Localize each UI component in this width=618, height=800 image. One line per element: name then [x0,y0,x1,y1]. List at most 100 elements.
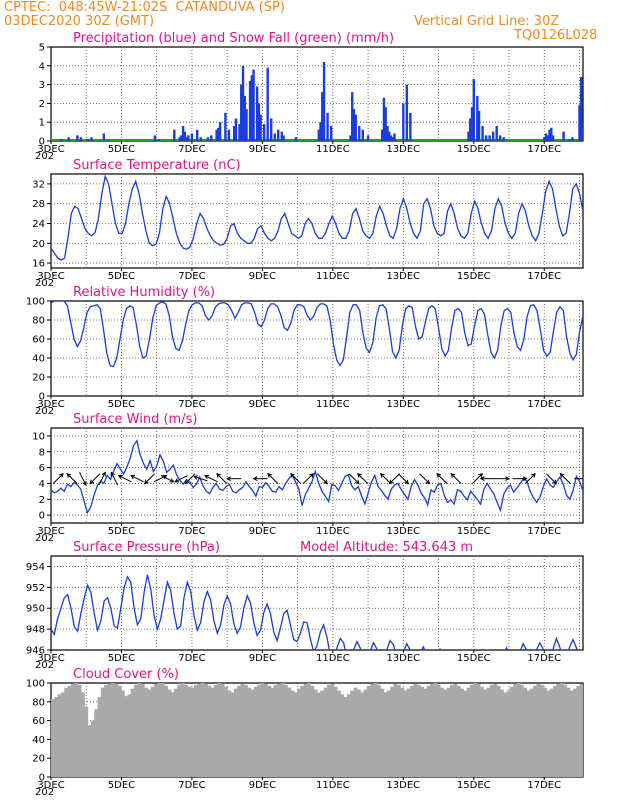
cloud-bar [320,690,325,777]
wind-arrow [357,473,369,484]
precip-bar [86,139,90,141]
ytick-label-cloud: 100 [26,679,45,690]
panel-frame-wind [50,427,584,524]
year-fragment-cloud: 202 [35,787,54,798]
xtick-label-cloud: 15DEC [457,780,491,791]
precip-bar [233,125,236,141]
precip-bar [562,131,565,141]
wind-arrow [302,473,314,484]
cloud-bar [400,687,405,777]
cloud-bar [380,688,385,777]
precip-bar [255,86,259,141]
precip-bar [294,137,298,141]
precip-bar [581,127,583,141]
cloud-bar [333,686,338,777]
cloud-bar [543,687,548,777]
cloud-bar [326,684,331,777]
wind-arrow-head [425,479,431,485]
xtick-label-rh: 11DEC [316,399,350,410]
cloud-bar [553,685,557,777]
wind-arrow-head [204,474,210,480]
cloud-bar [466,687,471,777]
xtick-label-cloud: 17DEC [527,780,561,791]
precip-bar [181,125,185,141]
panel-title-rh: Relative Humidity (%) [73,285,215,300]
wind-arrow [524,473,536,484]
cloud-bar [317,692,321,777]
precip-bar [550,127,553,141]
cloud-bar [90,720,95,777]
cloud-bar [267,685,272,777]
precip-bar [580,77,583,141]
cloud-bar [516,683,521,777]
wind-arrow [316,473,328,484]
cloud-bar [363,689,368,777]
ytick-label-wind: 0 [39,511,45,522]
cloud-bar [340,694,345,777]
cloud-bar [393,683,398,777]
cloud-bar [549,688,554,777]
cloud-bar [230,692,235,777]
cloud-bar [193,684,198,777]
vertical-grid-note: Vertical Grid Line: 30Z [414,14,560,29]
cloud-bar [104,684,109,777]
ytick-label-wind: 6 [39,463,45,474]
wind-arrow-head [110,471,115,477]
cloud-bar [127,694,132,777]
precip-bar [543,137,546,141]
precip-bar [495,125,498,141]
ytick-label-precip: 2 [39,99,45,110]
precip-bar [234,118,238,141]
xtick-label-wind: 17DEC [527,526,561,537]
wind-arrow [380,473,392,484]
precip-bar [578,105,581,141]
cloud-bar [130,688,135,777]
wind-arrow [89,473,101,484]
ytick-label-cloud: 80 [32,697,45,708]
xtick-label-precip: 7DEC [178,144,205,155]
cloud-bar [390,686,395,777]
wind-arrow [174,475,188,483]
wind-arrow-head [130,474,136,480]
xtick-label-rh: 15DEC [457,399,491,410]
cloud-bar [60,692,65,777]
precip-bar [584,137,586,141]
precip-bar [467,131,470,141]
precip-bar [388,131,391,141]
wind-arrow [184,473,196,484]
ytick-label-temp: 32 [32,179,45,190]
precip-bar [259,114,262,141]
precip-bar [472,78,475,141]
cloud-bar [406,688,411,777]
cloud-bar [436,684,441,777]
cloud-bar [413,683,418,777]
cloud-bar [476,683,481,777]
precip-bar [499,135,502,141]
cloud-bar [446,687,451,777]
wind-arrow [545,473,557,484]
cloud-bar [64,687,69,777]
wind-arrow [348,473,360,484]
precip-bar [594,137,596,141]
series-group-precip [51,62,596,141]
wind-arrow [389,473,400,484]
precip-bar [206,137,209,141]
cloud-bar [140,683,145,777]
wind-arrow-head [193,475,199,480]
cloud-bar [54,697,59,777]
wind-arrow-head [216,472,221,478]
header-line2: 03DEC2020 30Z (GMT) [4,14,155,29]
precip-bar [262,124,266,141]
ytick-label-cloud: 0 [39,773,45,784]
precip-bar [484,135,488,141]
cloud-bar [250,689,255,777]
cloud-bar [297,688,301,777]
cloud-bar [170,692,175,777]
cloud-bar [533,685,538,777]
cloud-bar [280,683,285,777]
wind-arrow-head [479,476,485,482]
wind-arrow [267,473,279,484]
cloud-bar [493,683,498,777]
xtick-label-cloud: 11DEC [316,780,350,791]
precip-bar [196,129,199,141]
